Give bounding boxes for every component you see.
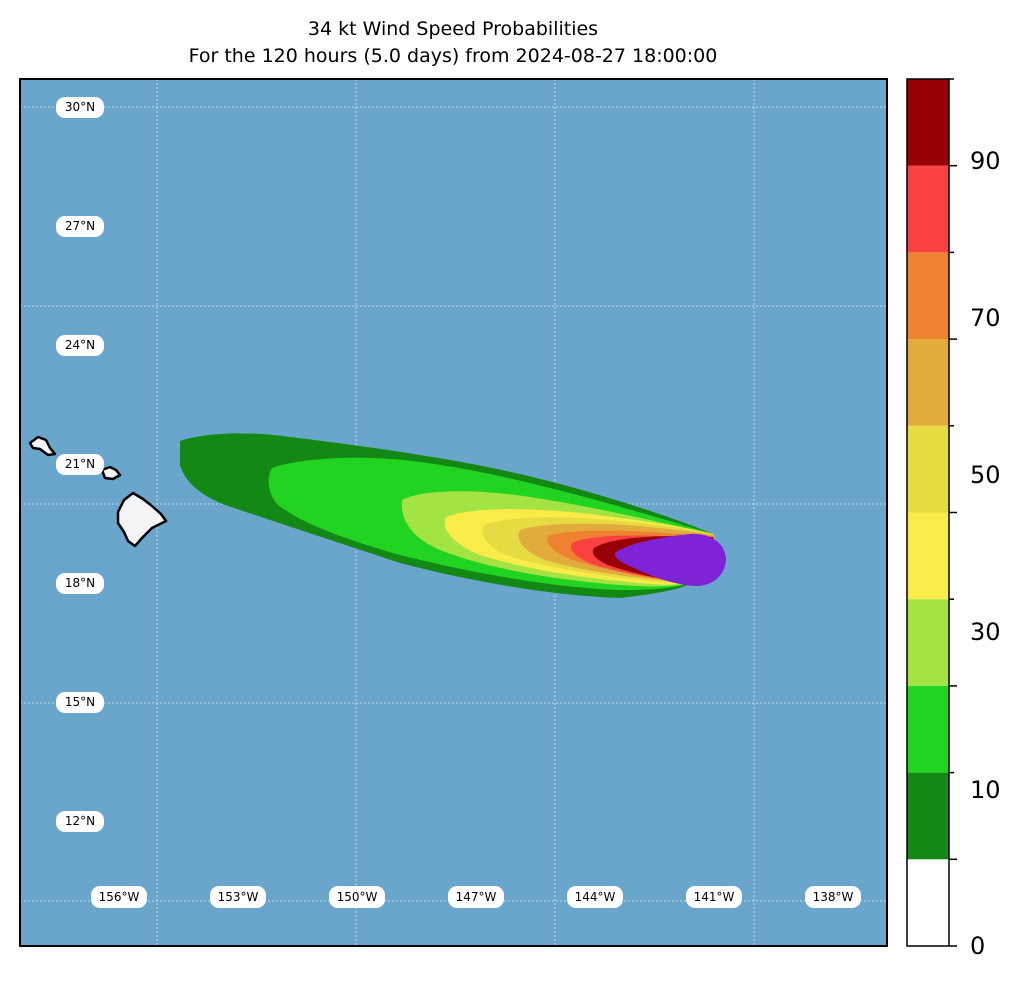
colorbar-segment (907, 425, 949, 513)
colorbar-tick-label: 90 (970, 147, 1001, 175)
colorbar-tick-label: 70 (970, 304, 1001, 332)
lat-label: 27°N (65, 219, 95, 233)
colorbar-segment (907, 252, 949, 340)
lon-label: 147°W (456, 890, 497, 904)
island-maui (100, 465, 122, 481)
lon-label: 138°W (813, 890, 854, 904)
colorbar-segment (907, 772, 949, 860)
island-big-island (116, 491, 168, 548)
probability-swath (180, 433, 726, 598)
colorbar-segment (907, 599, 949, 686)
colorbar (907, 79, 949, 946)
lat-label: 30°N (65, 100, 95, 114)
colorbar-segment (907, 165, 949, 253)
colorbar-ticks (949, 78, 957, 947)
colorbar-tick-label: 0 (970, 932, 986, 960)
colorbar-segment (907, 79, 949, 166)
colorbar-segment (907, 685, 949, 773)
colorbar-tick-label: 30 (970, 618, 1001, 646)
lon-label: 141°W (694, 890, 735, 904)
colorbar-segment (907, 512, 949, 600)
colorbar-tick-label: 50 (970, 461, 1001, 489)
contour-90-100 (614, 533, 726, 586)
chart-title-line-1: 34 kt Wind Speed Probabilities (307, 18, 599, 40)
colorbar-tick-label: 10 (970, 776, 1001, 804)
lat-label: 24°N (65, 338, 95, 352)
island-oahu (28, 435, 57, 457)
colorbar-segment (907, 339, 949, 426)
lat-label: 15°N (65, 695, 95, 709)
latitude-labels: 30°N 27°N 24°N 21°N 18°N 15°N 12°N (56, 97, 104, 832)
lon-label: 156°W (99, 890, 140, 904)
lat-label: 18°N (65, 576, 95, 590)
lon-label: 144°W (575, 890, 616, 904)
hawaiian-islands (28, 435, 168, 548)
map-frame (19, 78, 888, 947)
lon-label: 150°W (337, 890, 378, 904)
chart-title-line-2: For the 120 hours (5.0 days) from 2024-0… (188, 45, 718, 67)
lon-label: 153°W (218, 890, 259, 904)
longitude-labels: 156°W 153°W 150°W 147°W 144°W 141°W 138°… (91, 886, 861, 908)
lat-label: 21°N (65, 457, 95, 471)
colorbar-segment (907, 859, 949, 946)
lat-label: 12°N (65, 814, 95, 828)
